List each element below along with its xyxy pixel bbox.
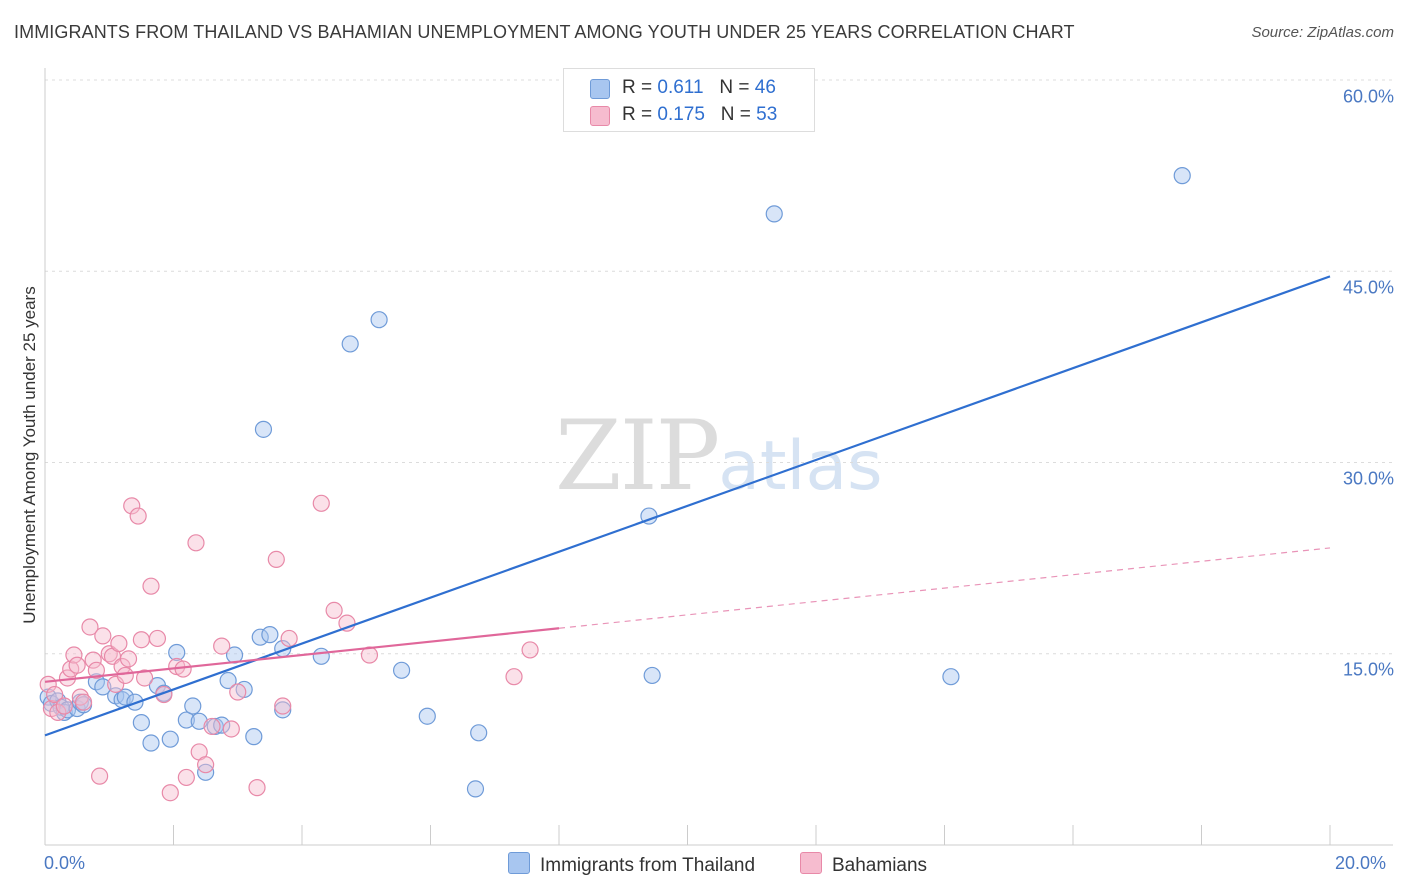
- legend-swatch-thailand: [590, 79, 610, 99]
- y-tick-label: 15.0%: [1342, 659, 1394, 680]
- data-point: [254, 420, 273, 438]
- data-point: [325, 601, 343, 620]
- data-point: [505, 668, 523, 686]
- data-point: [203, 717, 221, 736]
- bottom-legend-thailand: Immigrants from Thailand: [508, 852, 755, 877]
- data-point: [110, 634, 128, 653]
- y-tick-label: 45.0%: [1342, 277, 1394, 298]
- data-point: [643, 666, 661, 685]
- data-point: [148, 629, 167, 648]
- y-axis-label: Unemployment Among Youth under 25 years: [20, 286, 39, 624]
- data-point: [132, 631, 150, 649]
- data-point: [132, 713, 150, 732]
- data-point: [91, 767, 109, 785]
- data-point: [161, 730, 179, 748]
- data-point: [942, 668, 960, 686]
- data-point: [161, 784, 179, 802]
- trend-line-extension: [558, 547, 1331, 629]
- bottom-legend-swatch: [800, 852, 822, 874]
- legend-r-label: R =: [622, 77, 653, 98]
- data-point: [65, 646, 83, 664]
- data-point: [466, 780, 485, 798]
- data-point: [197, 756, 215, 774]
- x-tick-label: 20.0%: [1335, 853, 1387, 873]
- data-point: [267, 550, 285, 569]
- data-point: [341, 335, 359, 353]
- data-point: [94, 678, 112, 696]
- data-point: [142, 577, 160, 595]
- data-point: [55, 703, 73, 722]
- bottom-legend-bahamians: Bahamians: [800, 852, 927, 877]
- legend-n-label: N =: [720, 104, 751, 125]
- trend-line: [44, 627, 560, 683]
- source-label: Source: ZipAtlas.com: [1251, 24, 1394, 41]
- legend-n-label: N =: [719, 77, 750, 98]
- data-point: [312, 494, 330, 512]
- data-point: [251, 628, 269, 646]
- legend-r-value: 0.611: [657, 77, 704, 98]
- data-point: [219, 671, 237, 690]
- data-point: [187, 534, 205, 552]
- trend-line: [44, 275, 1331, 737]
- data-point: [87, 661, 106, 679]
- data-point: [312, 647, 330, 665]
- data-point: [190, 712, 208, 730]
- data-point: [71, 688, 89, 706]
- data-point: [168, 643, 186, 662]
- data-point: [229, 683, 247, 701]
- legend-swatch-bahamians: [590, 106, 610, 126]
- data-point: [116, 688, 134, 706]
- data-point: [1173, 167, 1191, 185]
- data-point: [370, 311, 388, 329]
- data-point: [184, 697, 202, 715]
- watermark-zip: ZIP: [555, 400, 720, 512]
- legend-r-value: 0.175: [657, 104, 705, 125]
- legend-n-value: 46: [754, 77, 776, 98]
- data-point: [81, 618, 99, 636]
- data-point: [418, 707, 436, 725]
- data-point: [177, 711, 195, 729]
- data-point: [213, 637, 231, 655]
- watermark: ZIPatlas: [555, 400, 883, 512]
- bottom-legend-label: Bahamians: [832, 855, 928, 876]
- y-tick-label: 30.0%: [1342, 468, 1394, 489]
- data-point: [765, 205, 783, 223]
- data-point: [392, 661, 411, 679]
- data-point: [46, 685, 64, 704]
- data-point: [94, 627, 112, 645]
- correlation-legend: R = 0.611 N = 46 R = 0.175 N = 53: [563, 68, 815, 132]
- data-point: [470, 724, 488, 742]
- legend-n-value: 53: [756, 104, 778, 125]
- data-point: [222, 720, 240, 738]
- data-point: [49, 703, 67, 722]
- bottom-legend-label: Immigrants from Thailand: [540, 855, 756, 876]
- data-point: [55, 697, 73, 715]
- data-point: [280, 629, 298, 648]
- data-point: [142, 734, 160, 752]
- data-point: [123, 497, 141, 515]
- x-tick-label: 0.0%: [44, 853, 86, 873]
- data-point: [274, 697, 292, 715]
- data-point: [116, 666, 134, 685]
- legend-r-label: R =: [622, 104, 653, 125]
- data-point: [135, 669, 154, 687]
- data-point: [261, 626, 279, 644]
- data-point: [84, 651, 102, 669]
- data-point: [68, 656, 86, 674]
- data-point: [248, 779, 266, 797]
- y-tick-label: 60.0%: [1342, 86, 1394, 107]
- data-point: [245, 728, 263, 746]
- bottom-legend-swatch: [508, 852, 530, 874]
- data-point: [177, 768, 195, 787]
- data-point: [74, 693, 93, 711]
- data-point: [119, 650, 138, 668]
- data-point: [521, 641, 539, 659]
- data-point: [274, 701, 292, 719]
- chart-title: IMMIGRANTS FROM THAILAND VS BAHAMIAN UNE…: [14, 22, 1075, 42]
- data-point: [129, 507, 147, 525]
